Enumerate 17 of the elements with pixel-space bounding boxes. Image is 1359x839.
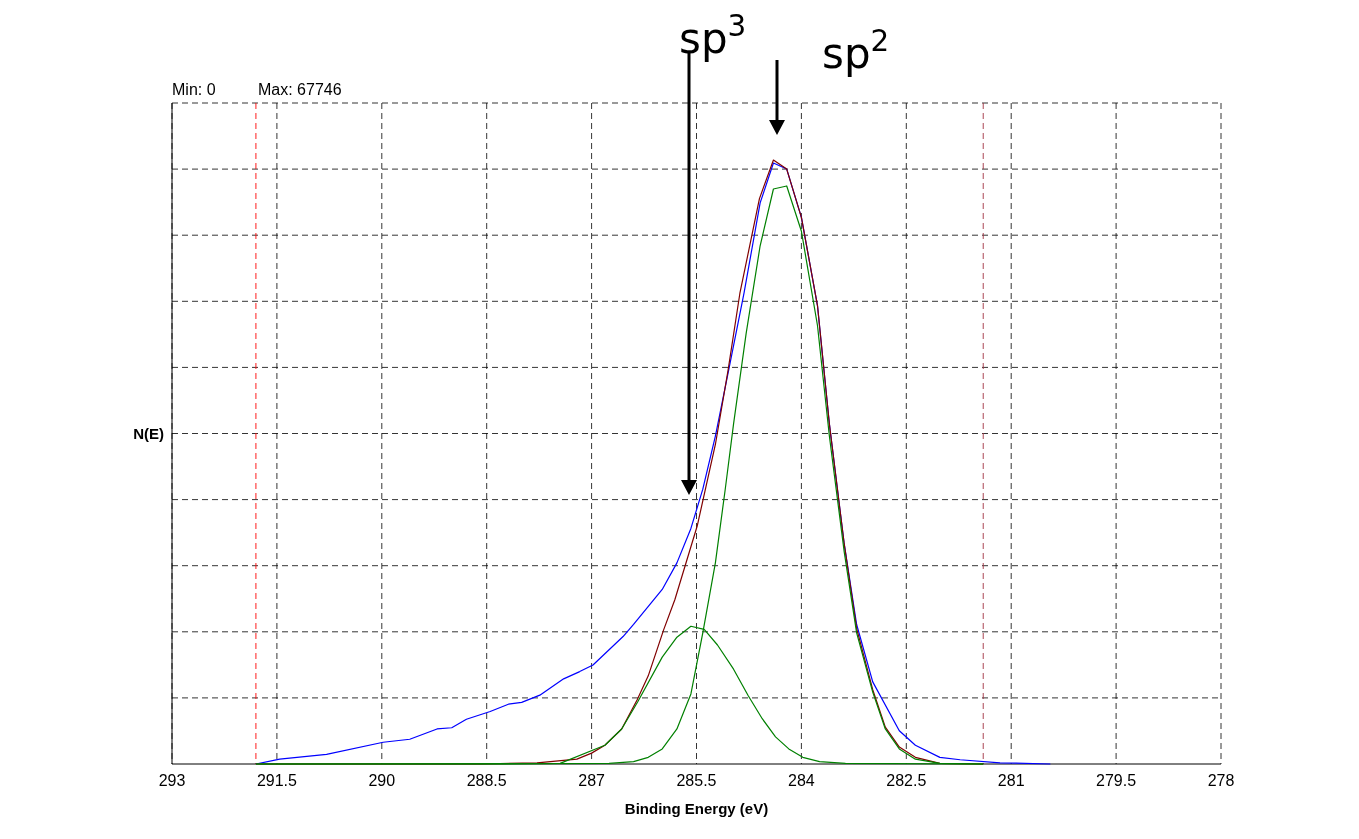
y-axis-title: N(E) [133,424,164,442]
x-axis-title: Binding Energy (eV) [624,800,769,817]
x-tick-label: 293 [158,772,186,789]
x-tick-label: 287 [578,772,606,789]
text: sp$^{2}$ [822,24,890,78]
x-tick-label: 291.5 [256,772,298,789]
text: Min: 0 [172,81,216,98]
x-tick-label: 282.5 [886,772,927,789]
x-tick-label: 281 [997,772,1025,789]
x-tick-label: 290 [368,772,396,789]
x-tick-label: 288.5 [466,772,507,789]
x-tick-label: 284 [788,772,815,789]
text: Max: 67746 [258,81,342,98]
x-tick-label: 279.5 [1096,772,1137,789]
x-tick-label: 278 [1207,772,1235,789]
text: sp$^{3}$ [679,9,747,63]
x-tick-label: 285.5 [676,772,717,789]
